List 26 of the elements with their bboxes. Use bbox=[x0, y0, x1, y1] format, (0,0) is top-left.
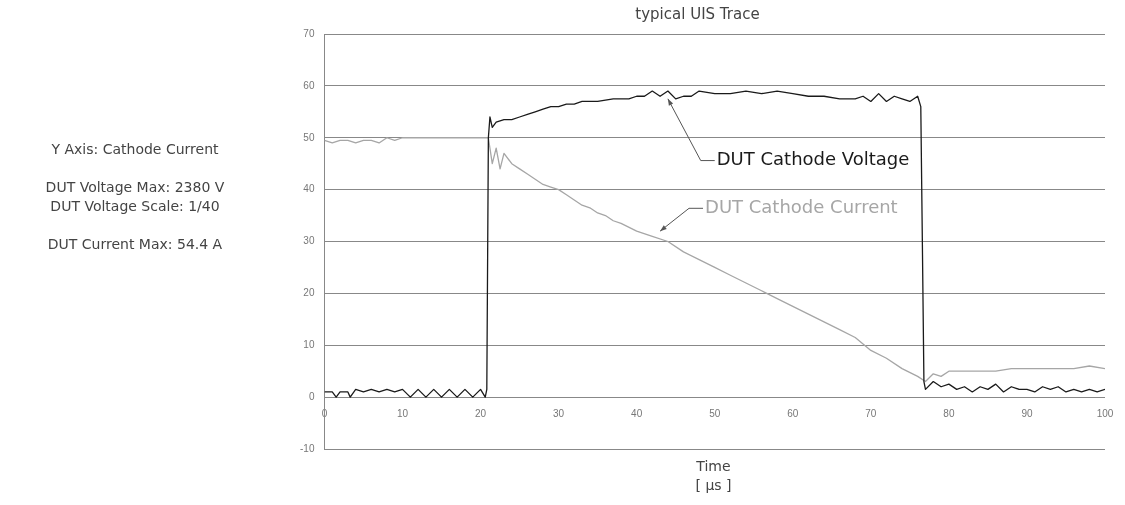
text: DUT Cathode Current bbox=[705, 195, 898, 217]
text: DUT Current Max: 54.4 A bbox=[46, 235, 224, 254]
x-tick-label: 40 bbox=[631, 407, 643, 419]
y-tick-label: -10 bbox=[300, 442, 315, 454]
x-tick-label: 90 bbox=[1021, 407, 1033, 419]
x-axis-title: Time [ µs ] bbox=[694, 457, 733, 495]
y-tick-label: 10 bbox=[303, 339, 315, 350]
y-tick-label: 20 bbox=[303, 287, 315, 299]
x-tick-label: 100 bbox=[1096, 407, 1114, 419]
x-tick-label: 20 bbox=[475, 407, 487, 419]
text: Y Axis: Cathode Current bbox=[50, 140, 220, 159]
y-tick-label: 40 bbox=[303, 183, 315, 195]
x-tick-label: 30 bbox=[553, 407, 565, 419]
y-tick-label: 70 bbox=[303, 27, 315, 39]
text: DUT Voltage Max: 2380 V DUT Voltage Scale: 1/40 bbox=[44, 178, 226, 216]
y-tick-label: 0 bbox=[308, 390, 315, 402]
y-tick-label: 30 bbox=[303, 235, 315, 247]
series-label: DUT Cathode Voltage bbox=[716, 148, 910, 170]
x-tick-label: 50 bbox=[709, 407, 721, 419]
x-tick-label: 80 bbox=[943, 407, 955, 419]
x-tick-label: 10 bbox=[396, 407, 409, 419]
y-tick-label: 50 bbox=[303, 131, 315, 143]
y-tick-label: 60 bbox=[303, 79, 315, 91]
chart-title: typical UIS Trace bbox=[635, 4, 760, 23]
x-tick-label: 70 bbox=[865, 407, 877, 419]
x-tick-label: 60 bbox=[787, 407, 799, 419]
